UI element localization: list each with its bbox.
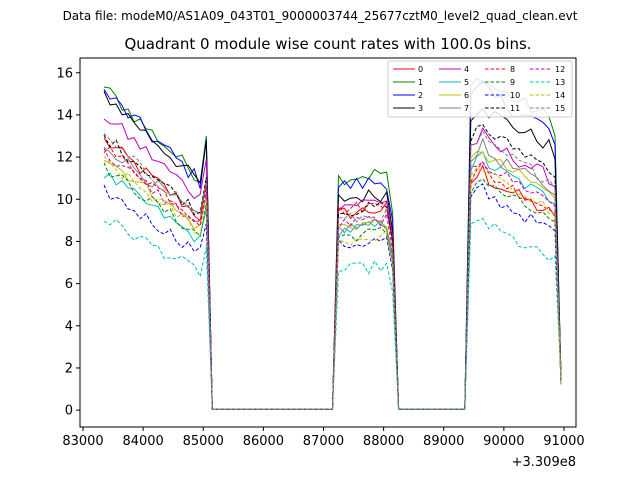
- legend-label-15: 15: [555, 104, 565, 113]
- plot-frame: [79, 57, 577, 428]
- series-line-15: [103, 130, 562, 410]
- y-tick-label: 10: [56, 193, 73, 208]
- legend-label-2: 2: [418, 91, 423, 100]
- legend-box: [387, 60, 573, 118]
- legend-label-12: 12: [555, 65, 565, 74]
- legend-label-13: 13: [555, 78, 565, 87]
- y-tick-label: 14: [56, 108, 73, 123]
- legend-label-3: 3: [418, 104, 423, 113]
- legend-label-4: 4: [464, 65, 469, 74]
- x-tick-label: 88000: [363, 434, 404, 449]
- legend-label-14: 14: [555, 91, 565, 100]
- legend-label-0: 0: [418, 65, 423, 74]
- y-tick-label: 4: [65, 319, 73, 334]
- legend-label-11: 11: [510, 104, 520, 113]
- legend-label-7: 7: [464, 104, 469, 113]
- x-tick-label: 84000: [122, 434, 163, 449]
- x-tick-label: 87000: [303, 434, 344, 449]
- x-tick-label: 86000: [243, 434, 284, 449]
- y-tick-label: 8: [65, 235, 73, 250]
- x-tick-label: 91000: [543, 434, 584, 449]
- x-axis: 83000 84000 85000 86000 87000 88000 89000 90000…: [62, 427, 585, 449]
- y-tick-label: 2: [65, 361, 73, 376]
- series-line-13: [103, 217, 562, 410]
- legend-label-1: 1: [418, 78, 423, 87]
- x-tick-label: 90000: [483, 434, 524, 449]
- y-tick-label: 16: [56, 66, 73, 81]
- y-tick-label: 6: [65, 277, 73, 292]
- chart-title: Quadrant 0 module wise count rates with …: [124, 35, 531, 53]
- legend-label-8: 8: [510, 65, 515, 74]
- y-axis: 0 2 4 6 8 10 12 14 16: [56, 66, 80, 419]
- y-tick-label: 12: [56, 151, 73, 166]
- legend-label-6: 6: [464, 91, 469, 100]
- legend-label-5: 5: [464, 78, 469, 87]
- x-tick-label: 89000: [423, 434, 464, 449]
- series-line-12: [103, 148, 562, 410]
- legend-label-10: 10: [510, 91, 520, 100]
- series-layer: [103, 77, 562, 410]
- x-tick-label: 85000: [183, 434, 224, 449]
- legend-label-9: 9: [510, 78, 515, 87]
- x-tick-label: 83000: [62, 434, 103, 449]
- series-line-14: [103, 155, 562, 410]
- suptitle: Data file: modeM0/AS1A09_043T01_90000037…: [63, 9, 578, 23]
- x-offset-label: +3.309e8: [512, 455, 576, 470]
- y-tick-label: 0: [65, 404, 73, 419]
